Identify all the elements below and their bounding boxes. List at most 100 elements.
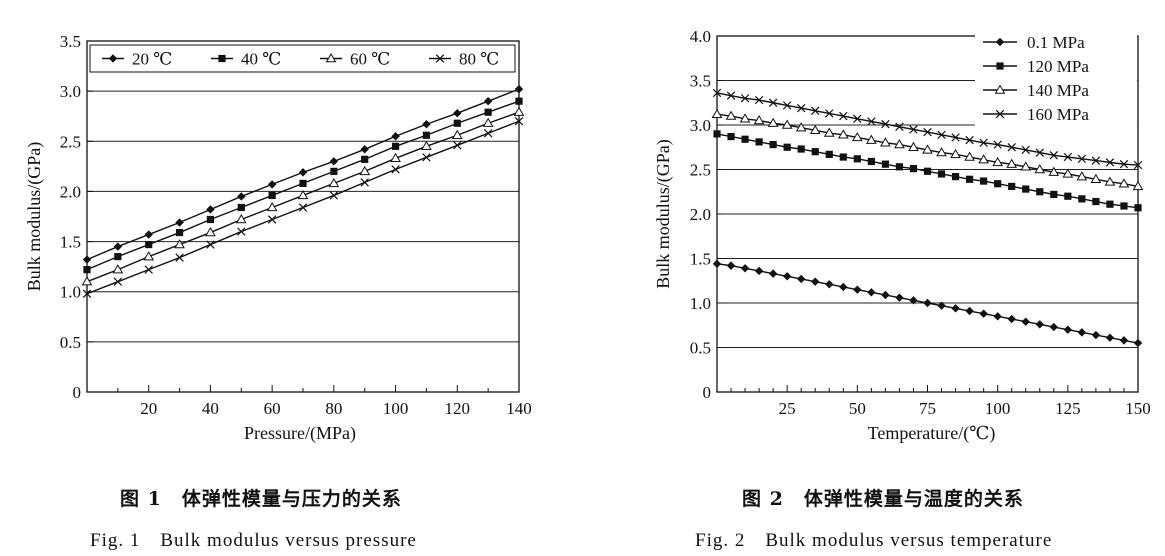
fig2-series-2 xyxy=(713,130,1142,212)
fig1-ytick-label: 1.0 xyxy=(60,283,81,302)
fig1-data-point xyxy=(206,205,215,214)
fig2-data-point xyxy=(881,290,890,300)
fig1-data-point xyxy=(267,215,277,224)
fig2-data-point xyxy=(951,304,960,313)
fig1-legend-marker xyxy=(435,54,445,63)
fig1-data-point xyxy=(422,131,431,139)
fig1-series-4 xyxy=(82,117,524,298)
fig2-data-point xyxy=(1105,333,1115,342)
fig2-xtick-label: 50 xyxy=(849,399,866,418)
fig2-data-point xyxy=(839,153,847,161)
fig2-data-point xyxy=(993,140,1002,149)
fig2-data-point xyxy=(795,122,807,132)
fig2-data-point xyxy=(1034,164,1046,174)
fig2-data-point xyxy=(895,293,904,302)
fig1-data-point xyxy=(268,191,276,200)
fig1-data-point xyxy=(114,253,122,261)
fig2-data-point xyxy=(1133,160,1143,170)
fig2-data-point xyxy=(711,108,723,119)
fig2-data-point xyxy=(839,282,848,292)
fig2-y-axis-title: Bulk modulus/(GPa) xyxy=(653,139,674,289)
fig2-series-1 xyxy=(712,259,1143,348)
fig1-data-point xyxy=(205,227,216,237)
fig2-data-point xyxy=(1049,151,1059,160)
fig2-data-point xyxy=(909,125,918,134)
fig1-data-point xyxy=(514,117,524,126)
fig1-xtick-label: 40 xyxy=(202,399,219,418)
fig2-data-point xyxy=(839,111,848,121)
fig2-data-point xyxy=(867,157,875,166)
fig2-data-point xyxy=(1022,185,1030,193)
fig2-data-point xyxy=(1091,156,1101,165)
fig1-caption-cn: 图 1 体弹性模量与压力的关系 xyxy=(120,488,402,510)
fig1-data-point xyxy=(482,117,494,127)
fig2-data-point xyxy=(923,127,932,137)
fig2-data-point xyxy=(980,177,988,185)
fig1-xtick-label: 120 xyxy=(445,399,471,418)
fig2-data-point xyxy=(895,122,904,132)
fig2-origin-label: 0 xyxy=(703,383,712,402)
fig1-legend-marker xyxy=(325,53,337,63)
fig2-data-point xyxy=(1105,158,1115,167)
fig2-data-point xyxy=(951,133,960,142)
fig2-data-point xyxy=(1021,145,1030,155)
fig2-legend-marker xyxy=(996,62,1004,70)
fig2-data-point xyxy=(768,98,778,107)
fig1-xtick-label: 100 xyxy=(383,399,409,418)
fig2-data-point xyxy=(767,117,779,127)
fig2-data-point xyxy=(1035,320,1044,329)
fig1-legend-label: 20 ℃ xyxy=(132,50,172,69)
fig2-ytick-label: 3.0 xyxy=(690,116,711,135)
fig2-data-point xyxy=(811,148,819,156)
fig2-data-point xyxy=(1119,336,1129,345)
fig2-data-point xyxy=(950,148,961,159)
fig2-data-point xyxy=(909,296,918,305)
fig2-data-point xyxy=(1049,322,1058,332)
fig2-data-point xyxy=(1077,154,1087,164)
fig2-xtick-label: 25 xyxy=(779,399,796,418)
fig1-ytick-label: 2.0 xyxy=(60,182,81,201)
fig2-data-point xyxy=(811,277,820,286)
fig1-legend: 20 ℃ 40 ℃ 60 ℃ 80 ℃ xyxy=(89,44,516,73)
fig2-data-point xyxy=(937,301,946,310)
fig2-data-point xyxy=(712,88,722,98)
fig2-data-point xyxy=(853,114,862,123)
fig2-data-point xyxy=(1120,202,1128,210)
fig2-data-point xyxy=(782,101,792,110)
fig2-xtick-label: 75 xyxy=(919,399,936,418)
fig2-data-point xyxy=(1134,204,1142,212)
chart-bulk-modulus-vs-pressure: 0.5 1.0 1.5 2.0 2.5 3.0 3.5 0 20 40 60 80 100 120 140 P… xyxy=(24,32,532,444)
fig2-data-point xyxy=(1006,158,1018,168)
fig2-data-point xyxy=(1118,178,1130,188)
fig1-data-point xyxy=(514,84,524,94)
fig2-data-point xyxy=(865,134,877,144)
fig1-data-point xyxy=(453,141,462,150)
fig2-legend-box xyxy=(975,30,1137,130)
fig1-y-axis-title: Bulk modulus/(GPa) xyxy=(24,142,45,292)
fig2-data-point xyxy=(740,94,750,103)
fig2-data-point xyxy=(1050,190,1058,199)
fig2-ytick-label: 1.5 xyxy=(690,250,711,269)
fig2-data-point xyxy=(978,154,990,164)
fig2-legend-label: 160 MPa xyxy=(1027,105,1089,124)
fig2-xtick-label: 125 xyxy=(1055,399,1081,418)
fig2-data-point xyxy=(1007,143,1016,152)
fig2-data-point xyxy=(880,137,891,147)
fig2-ytick-label: 4.0 xyxy=(690,27,711,46)
fig1-data-point xyxy=(82,289,92,298)
fig2-data-point xyxy=(837,129,849,139)
fig2-series-4 xyxy=(712,88,1143,170)
fig2-data-point xyxy=(979,138,988,148)
fig2-data-point xyxy=(1076,171,1088,181)
fig2-data-point xyxy=(769,140,777,149)
fig1-data-point xyxy=(266,201,278,212)
fig1-legend-marker xyxy=(218,54,226,63)
fig1-data-point xyxy=(113,242,123,251)
fig2-data-point xyxy=(1021,317,1030,326)
fig2-data-point xyxy=(1090,173,1102,183)
fig2-data-point xyxy=(753,115,765,125)
fig2-x-axis-title: Temperature/(℃) xyxy=(868,423,996,444)
fig2-data-point xyxy=(966,175,974,183)
fig2-data-point xyxy=(796,103,806,113)
fig1-data-point xyxy=(82,255,92,264)
